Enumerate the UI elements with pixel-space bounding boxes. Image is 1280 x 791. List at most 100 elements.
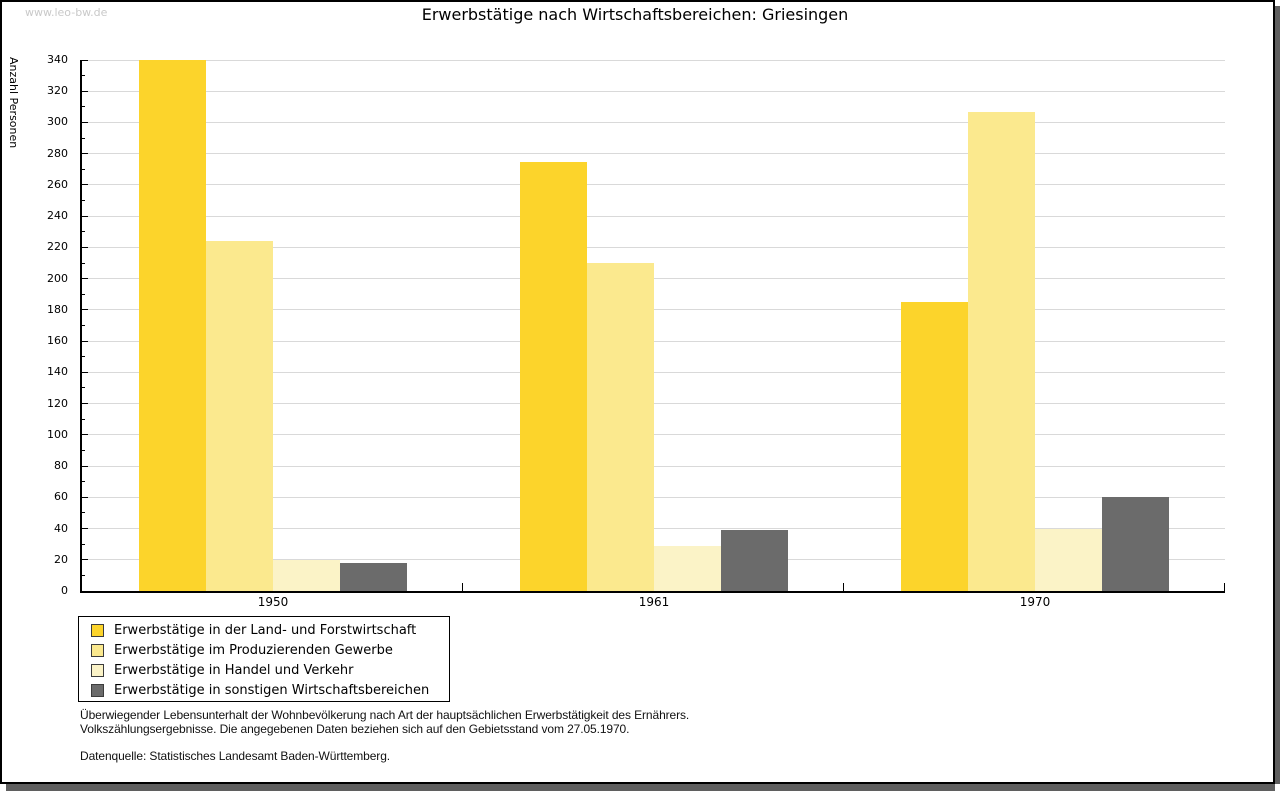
y-tick-label-140: 140	[47, 365, 68, 379]
x-boundary-tick-2	[843, 583, 844, 591]
y-tick-label-200: 200	[47, 271, 68, 285]
bar-1961-series1	[520, 161, 587, 591]
y-major-tick-40	[82, 528, 88, 530]
y-major-tick-260	[82, 184, 88, 186]
page-shadow-right	[1275, 6, 1280, 784]
y-axis-title: Anzahl Personen	[7, 57, 20, 149]
y-tick-label-320: 320	[47, 84, 68, 98]
y-minor-tick-230	[82, 231, 85, 233]
gridline-y-320	[82, 90, 1225, 92]
y-major-tick-280	[82, 153, 88, 155]
gridline-y-240	[82, 215, 1225, 217]
y-minor-tick-150	[82, 356, 85, 358]
y-major-tick-200	[82, 278, 88, 280]
y-tick-label-220: 220	[47, 240, 68, 254]
y-axis-tick-labels: 0 20 40 60 80 100 120 140 160 180 200 220 240 260 280 3…	[28, 53, 74, 597]
y-major-tick-160	[82, 340, 88, 342]
x-boundary-tick-1	[462, 583, 463, 591]
x-tick-label-1950: 1950	[257, 595, 289, 609]
gridline-y-340	[82, 60, 1225, 61]
y-minor-tick-190	[82, 293, 85, 295]
bar-1970-series4	[1102, 497, 1169, 591]
bar-1970-series1	[901, 302, 968, 591]
y-major-tick-220	[82, 246, 88, 248]
y-tick-label-300: 300	[47, 115, 68, 129]
y-major-tick-320	[82, 90, 88, 92]
y-major-tick-80	[82, 465, 88, 467]
legend-item-1: Erwerbstätige in der Land- und Forstwirt…	[87, 620, 449, 640]
y-major-tick-100	[82, 434, 88, 436]
bar-1961-series3	[654, 545, 721, 591]
y-minor-tick-210	[82, 262, 85, 264]
y-major-tick-240	[82, 215, 88, 217]
y-tick-label-0: 0	[61, 584, 68, 597]
bar-1961-series4	[721, 530, 788, 591]
legend-box: Erwerbstätige in der Land- und Forstwirt…	[78, 616, 450, 702]
bar-1950-series1	[139, 60, 206, 591]
footnote-line-2: Volkszählungsergebnisse. Die angegebenen…	[80, 722, 630, 736]
bar-1970-series3	[1035, 528, 1102, 591]
y-major-tick-60	[82, 496, 88, 498]
gridline-y-300	[82, 121, 1225, 123]
y-tick-label-120: 120	[47, 396, 68, 410]
y-minor-tick-90	[82, 449, 85, 451]
y-minor-tick-270	[82, 168, 85, 170]
plot-area	[80, 60, 1225, 593]
x-tick-label-1970: 1970	[1019, 595, 1051, 609]
y-minor-tick-310	[82, 106, 85, 108]
legend-item-2: Erwerbstätige im Produzierenden Gewerbe	[87, 640, 449, 660]
watermark-url: www.leo-bw.de	[25, 6, 108, 19]
legend-label-1: Erwerbstätige in der Land- und Forstwirt…	[114, 622, 417, 638]
y-major-tick-340	[82, 60, 88, 61]
y-minor-tick-110	[82, 418, 85, 420]
bar-1950-series3	[273, 559, 340, 591]
y-tick-label-40: 40	[54, 521, 68, 535]
y-tick-label-240: 240	[47, 209, 68, 223]
y-tick-label-60: 60	[54, 490, 68, 504]
y-tick-label-340: 340	[47, 53, 68, 66]
gridline-y-220	[82, 246, 1225, 248]
y-minor-tick-70	[82, 481, 85, 483]
y-minor-tick-30	[82, 543, 85, 545]
y-minor-tick-130	[82, 387, 85, 389]
y-tick-label-280: 280	[47, 146, 68, 160]
y-tick-label-160: 160	[47, 334, 68, 348]
y-major-tick-120	[82, 403, 88, 405]
y-minor-tick-330	[82, 75, 85, 77]
bar-1950-series4	[340, 562, 407, 591]
legend-label-3: Erwerbstätige in Handel und Verkehr	[114, 662, 354, 678]
y-major-tick-180	[82, 309, 88, 311]
footnote-line-1: Überwiegender Lebensunterhalt der Wohnbe…	[80, 708, 690, 722]
y-major-tick-300	[82, 121, 88, 123]
y-major-tick-20	[82, 559, 88, 561]
footnote-source: Datenquelle: Statistisches Landesamt Bad…	[80, 749, 390, 763]
y-tick-label-20: 20	[54, 552, 68, 566]
legend-label-4: Erwerbstätige in sonstigen Wirtschaftsbe…	[114, 682, 430, 698]
legend-swatch-2	[91, 643, 104, 657]
gridline-y-280	[82, 153, 1225, 155]
legend-swatch-3	[91, 663, 104, 677]
y-minor-tick-50	[82, 512, 85, 514]
y-minor-tick-250	[82, 200, 85, 202]
y-minor-tick-170	[82, 325, 85, 326]
x-boundary-tick-3	[1224, 583, 1225, 591]
y-tick-label-80: 80	[54, 459, 68, 473]
y-minor-tick-10	[82, 574, 85, 576]
y-tick-label-260: 260	[47, 177, 68, 191]
gridline-y-260	[82, 184, 1225, 186]
bar-1970-series2	[968, 111, 1035, 591]
x-axis-tick-labels: 1950 1961 1970	[82, 595, 1225, 613]
y-minor-tick-290	[82, 137, 85, 139]
y-tick-label-100: 100	[47, 427, 68, 441]
bar-1950-series2	[206, 241, 273, 591]
chart-title: Erwerbstätige nach Wirtschaftsbereichen:…	[421, 5, 849, 24]
y-tick-label-180: 180	[47, 302, 68, 316]
legend-item-4: Erwerbstätige in sonstigen Wirtschaftsbe…	[87, 680, 449, 700]
x-tick-label-1961: 1961	[638, 595, 670, 609]
legend-label-2: Erwerbstätige im Produzierenden Gewerbe	[114, 642, 393, 658]
legend-swatch-1	[91, 623, 104, 637]
y-major-tick-140	[82, 371, 88, 373]
legend-item-3: Erwerbstätige in Handel und Verkehr	[87, 660, 449, 680]
bar-1961-series2	[587, 263, 654, 591]
legend-swatch-4	[91, 683, 104, 697]
